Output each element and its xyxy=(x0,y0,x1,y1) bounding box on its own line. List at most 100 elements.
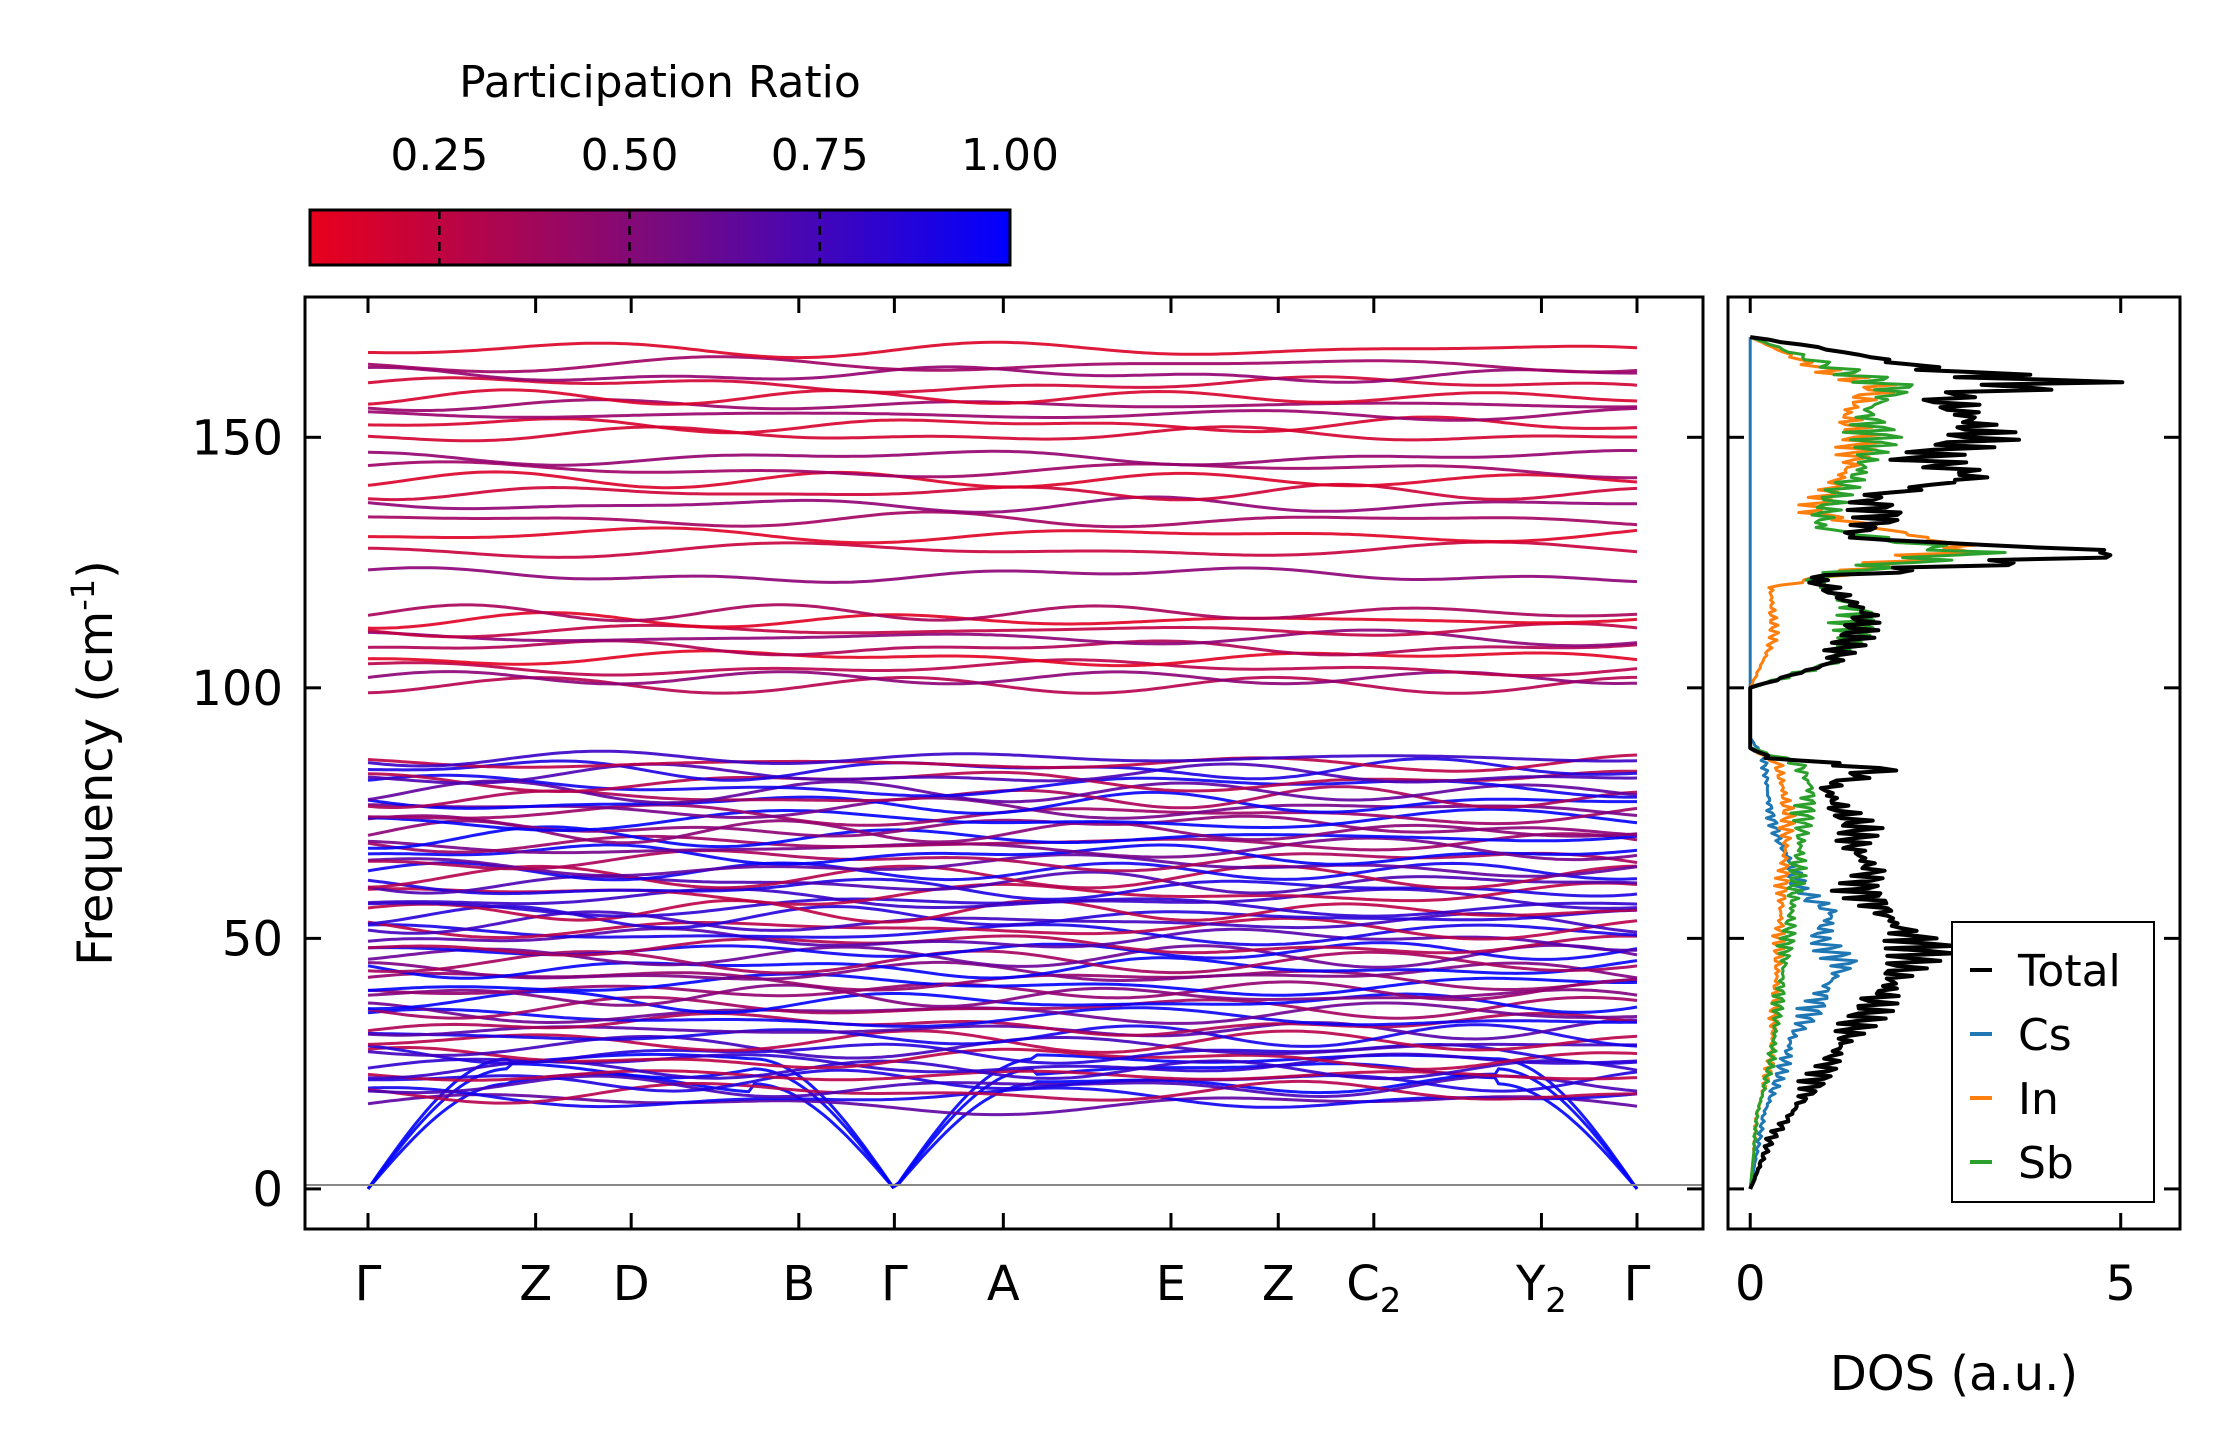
low-optical-band xyxy=(367,1069,1638,1082)
high-optical-band xyxy=(367,375,1638,394)
colorbar-tick-label: 1.00 xyxy=(961,130,1059,181)
high-optical-band xyxy=(367,355,1638,374)
dos-legend: Total Cs In Sb xyxy=(1951,921,2155,1203)
low-optical-band xyxy=(367,1086,1638,1109)
high-optical-band xyxy=(367,670,1638,686)
low-optical-band xyxy=(367,1079,1638,1105)
k-point-label: Z xyxy=(519,1256,552,1312)
high-optical-band xyxy=(367,566,1638,584)
low-optical-band xyxy=(367,1042,1638,1065)
dos-curves xyxy=(1748,335,2125,1190)
phonon-bands xyxy=(366,340,1639,1190)
low-optical-band xyxy=(367,989,1638,1014)
low-optical-band xyxy=(367,1023,1638,1048)
high-optical-band xyxy=(367,388,1638,406)
dos-axes-frame xyxy=(1726,295,2182,1231)
y-tick-label: 0 xyxy=(252,1162,283,1218)
low-optical-band xyxy=(367,762,1638,785)
legend-label: Cs xyxy=(2018,1010,2072,1061)
k-point-label: Γ xyxy=(881,1256,908,1312)
dos-curve-sb xyxy=(1748,335,2007,1190)
k-point-label: Z xyxy=(1262,1256,1295,1312)
low-optical-band xyxy=(367,956,1638,980)
y-tick-label: 50 xyxy=(222,911,283,967)
dos-curve-cs xyxy=(1748,337,1858,1190)
low-optical-band xyxy=(367,934,1638,957)
low-optical-band xyxy=(367,910,1638,935)
low-optical-band xyxy=(367,864,1638,890)
high-optical-band xyxy=(367,540,1638,559)
high-optical-band xyxy=(367,603,1638,623)
high-optical-band xyxy=(367,425,1637,443)
low-optical-band xyxy=(367,904,1638,930)
low-optical-band xyxy=(367,1093,1638,1117)
low-optical-band xyxy=(367,861,1638,882)
low-optical-band xyxy=(367,949,1638,975)
k-point-label: Γ xyxy=(355,1256,382,1312)
colorbar-tick-label: 0.25 xyxy=(390,130,488,181)
legend-label: In xyxy=(2018,1074,2059,1125)
band-y-ticks: 0 50 100 150 xyxy=(191,410,1703,1218)
y-tick-label: 100 xyxy=(191,661,283,717)
low-optical-band xyxy=(367,1046,1638,1071)
low-optical-band xyxy=(367,887,1638,910)
legend-label: Total xyxy=(2017,946,2121,997)
dos-x-axis-title: DOS (a.u.) xyxy=(1830,1346,2078,1402)
k-point-label: Y2 xyxy=(1515,1256,1567,1321)
high-optical-band xyxy=(367,611,1638,630)
high-optical-band xyxy=(367,415,1638,435)
band-x-ticks: Γ Z D B Γ A E Z C2 Y2 Γ xyxy=(355,297,1651,1321)
high-optical-band xyxy=(367,460,1637,480)
legend-label: Sb xyxy=(2018,1138,2074,1189)
low-optical-band xyxy=(367,832,1638,854)
high-optical-band xyxy=(367,622,1638,639)
k-point-label: C2 xyxy=(1346,1256,1401,1321)
low-optical-band xyxy=(367,790,1637,815)
k-point-label: E xyxy=(1156,1256,1186,1312)
k-point-label: A xyxy=(987,1256,1020,1312)
high-optical-band xyxy=(367,406,1638,422)
high-optical-band xyxy=(367,510,1638,529)
high-optical-band xyxy=(368,526,1638,545)
k-point-label: B xyxy=(782,1256,815,1312)
low-optical-band xyxy=(367,1006,1638,1028)
low-optical-band xyxy=(367,757,1638,782)
colorbar: Participation Ratio 0.25 0.50 0.75 1.00 xyxy=(308,57,1059,267)
high-optical-band xyxy=(367,470,1638,490)
colorbar-tick-label: 0.75 xyxy=(771,130,869,181)
low-optical-band xyxy=(367,753,1638,773)
low-optical-band xyxy=(367,916,1638,941)
high-optical-band xyxy=(367,398,1638,412)
high-optical-band xyxy=(367,675,1637,695)
colorbar-gradient xyxy=(308,208,1012,267)
high-optical-band xyxy=(367,449,1638,467)
high-optical-band xyxy=(367,495,1637,514)
colorbar-title: Participation Ratio xyxy=(459,57,861,108)
band-structure-panel: 0 50 100 150 Γ Z D B Γ A E Z C2 Y2 Γ Frequency (cm-1) xyxy=(64,295,1705,1321)
low-optical-band xyxy=(367,825,1638,850)
low-optical-band xyxy=(367,749,1638,768)
low-optical-band xyxy=(367,807,1638,832)
high-optical-band xyxy=(367,649,1638,668)
low-optical-band xyxy=(367,943,1638,969)
dos-x-tick-label: 5 xyxy=(2105,1256,2136,1312)
low-optical-band xyxy=(367,819,1638,845)
y-axis-title: Frequency (cm-1) xyxy=(64,560,124,966)
low-optical-band xyxy=(367,769,1638,794)
dos-x-tick-label: 0 xyxy=(1735,1256,1766,1312)
low-optical-band xyxy=(367,881,1638,906)
colorbar-tick-labels: 0.25 0.50 0.75 1.00 xyxy=(390,130,1059,181)
y-tick-label: 150 xyxy=(191,410,283,466)
low-optical-band xyxy=(367,1068,1638,1093)
high-optical-band xyxy=(368,340,1638,360)
low-optical-band xyxy=(367,843,1638,866)
high-optical-band xyxy=(367,639,1638,657)
k-point-label: D xyxy=(613,1256,650,1312)
colorbar-tick-label: 0.50 xyxy=(581,130,679,181)
low-optical-band xyxy=(367,897,1638,918)
low-optical-band xyxy=(368,796,1638,820)
k-point-label: Γ xyxy=(1624,1256,1651,1312)
